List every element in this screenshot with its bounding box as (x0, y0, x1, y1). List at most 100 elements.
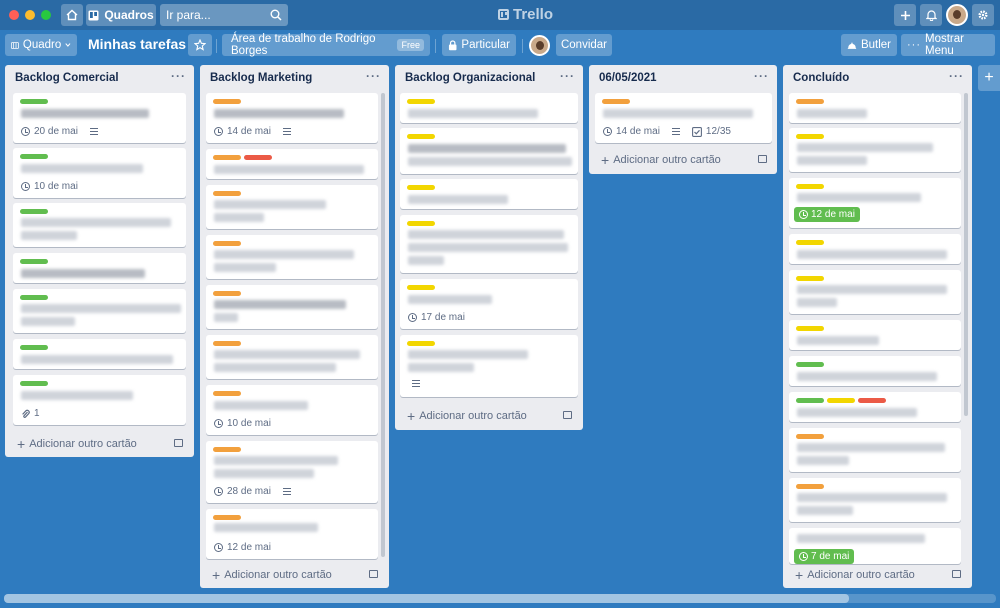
list-menu-icon[interactable]: ··· (560, 69, 575, 83)
card[interactable] (206, 335, 378, 379)
add-card-button[interactable]: + Adicionar outro cartão (407, 408, 527, 424)
card[interactable] (13, 203, 186, 247)
card-template-icon[interactable] (369, 570, 378, 578)
list-title[interactable]: Backlog Organizacional (405, 72, 536, 84)
card-template-icon[interactable] (952, 570, 961, 578)
card[interactable]: 1 (13, 375, 186, 425)
card[interactable] (789, 428, 961, 472)
card[interactable] (789, 234, 961, 264)
boards-button[interactable]: Quadros (86, 4, 156, 26)
card[interactable]: 7 de mai (789, 528, 961, 564)
card[interactable] (789, 392, 961, 422)
card[interactable] (789, 356, 961, 386)
create-button[interactable] (894, 4, 916, 26)
card[interactable] (400, 335, 578, 397)
scrollbar-thumb[interactable] (4, 594, 849, 603)
card-template-icon[interactable] (563, 411, 572, 419)
clock-icon (214, 127, 223, 136)
add-list-button[interactable]: + (978, 65, 1000, 91)
card[interactable] (789, 93, 961, 123)
list-title[interactable]: Backlog Comercial (15, 72, 119, 84)
zoom-window-button[interactable] (41, 10, 51, 20)
card[interactable]: 10 de mai (206, 385, 378, 435)
add-card-button[interactable]: + Adicionar outro cartão (17, 436, 137, 452)
card-label-green (20, 345, 48, 350)
card-label-orange (213, 291, 241, 296)
star-board-button[interactable] (188, 34, 212, 56)
due-date-complete-badge[interactable]: 7 de mai (794, 549, 855, 564)
card[interactable] (789, 128, 961, 172)
card[interactable] (206, 235, 378, 279)
card[interactable] (789, 478, 961, 522)
card-title-blurred (214, 456, 338, 465)
user-avatar[interactable] (946, 4, 968, 26)
board-view-selector[interactable]: Quadro (5, 34, 77, 56)
paperclip-icon (22, 409, 30, 418)
trello-logo-text: Trello (513, 6, 554, 23)
board-horizontal-scrollbar[interactable] (4, 594, 996, 603)
card[interactable] (400, 215, 578, 273)
card[interactable] (13, 253, 186, 283)
header-divider (435, 39, 436, 53)
card[interactable] (13, 339, 186, 369)
card-badges: 12 de mai (214, 542, 271, 553)
home-button[interactable] (61, 4, 83, 26)
show-menu-button[interactable]: ··· Mostrar Menu (901, 33, 995, 57)
invite-button[interactable]: Convidar (556, 34, 612, 56)
card-template-icon[interactable] (174, 439, 183, 447)
card[interactable] (400, 93, 578, 123)
list-scrollbar[interactable] (381, 93, 385, 557)
card-label-orange (796, 434, 824, 439)
member-avatar[interactable] (529, 35, 550, 56)
card[interactable] (789, 320, 961, 350)
list-menu-icon[interactable]: ··· (754, 69, 769, 83)
card[interactable] (206, 149, 378, 179)
card-title-blurred (21, 269, 145, 278)
notifications-button[interactable] (920, 4, 942, 26)
list-title[interactable]: 06/05/2021 (599, 72, 657, 84)
visibility-button[interactable]: Particular (442, 34, 516, 56)
card-title-blurred (797, 506, 853, 515)
window-controls (9, 10, 51, 20)
card-title-blurred (797, 250, 947, 259)
chevron-down-icon (65, 43, 71, 47)
card[interactable]: 12 de mai (789, 178, 961, 228)
card[interactable] (789, 270, 961, 314)
card-title-blurred (214, 250, 354, 259)
card-label-green (796, 362, 824, 367)
card[interactable]: 20 de mai (13, 93, 186, 143)
close-window-button[interactable] (9, 10, 19, 20)
trello-logo[interactable]: Trello (498, 6, 553, 23)
card[interactable]: 14 de mai (206, 93, 378, 143)
card[interactable]: 14 de mai 12/35 (595, 93, 772, 143)
card[interactable] (400, 128, 578, 174)
list-menu-icon[interactable]: ··· (366, 69, 381, 83)
board-title[interactable]: Minhas tarefas (88, 36, 187, 52)
list-menu-icon[interactable]: ··· (171, 69, 186, 83)
card[interactable]: 10 de mai (13, 148, 186, 198)
card[interactable]: 12 de mai (206, 509, 378, 559)
list-title[interactable]: Concluído (793, 72, 850, 84)
card-title-blurred (797, 143, 933, 152)
card-label-yellow (407, 134, 435, 139)
add-card-button[interactable]: + Adicionar outro cartão (795, 567, 915, 583)
minimize-window-button[interactable] (25, 10, 35, 20)
list-scrollbar[interactable] (964, 93, 968, 416)
card[interactable] (400, 179, 578, 209)
workspace-button[interactable]: Área de trabalho de Rodrigo Borges Free (222, 33, 430, 57)
list-menu-icon[interactable]: ··· (949, 69, 964, 83)
add-card-button[interactable]: + Adicionar outro cartão (601, 152, 721, 168)
card[interactable]: 28 de mai (206, 441, 378, 503)
settings-button[interactable] (972, 4, 994, 26)
add-card-button[interactable]: + Adicionar outro cartão (212, 567, 332, 583)
butler-button[interactable]: Butler (841, 34, 897, 56)
list-title[interactable]: Backlog Marketing (210, 72, 313, 84)
card[interactable]: 17 de mai (400, 279, 578, 329)
card[interactable] (206, 185, 378, 229)
search-input[interactable]: Ir para... (160, 4, 288, 26)
card[interactable] (13, 289, 186, 333)
card-template-icon[interactable] (758, 155, 767, 163)
due-date-complete-badge[interactable]: 12 de mai (794, 207, 860, 222)
card-title-blurred (214, 109, 344, 118)
card[interactable] (206, 285, 378, 329)
